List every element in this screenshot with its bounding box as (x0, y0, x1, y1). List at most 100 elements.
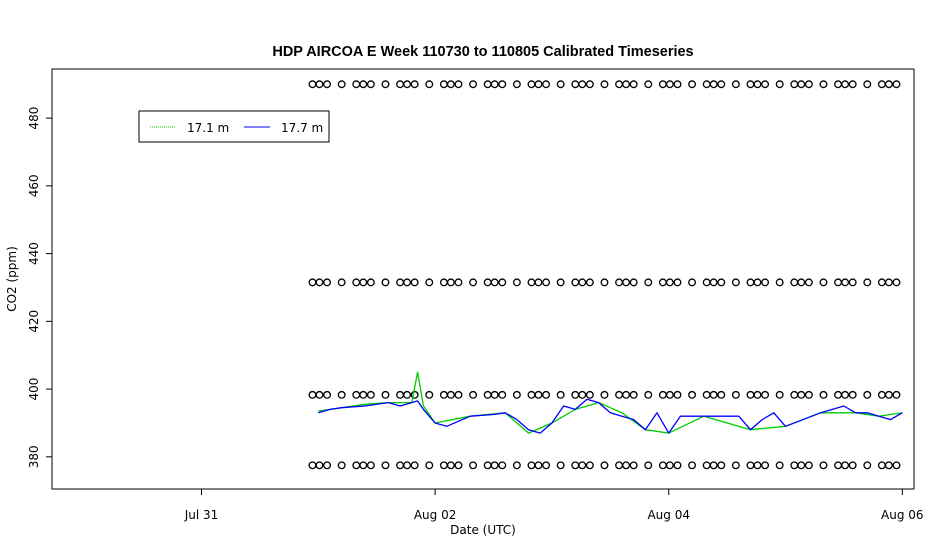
standard-point (454, 390, 463, 399)
standard-point (884, 461, 893, 470)
standard-point (556, 461, 565, 470)
standard-point (359, 278, 368, 287)
standard-point (556, 390, 565, 399)
standard-point (381, 461, 390, 470)
standard-point (644, 278, 653, 287)
standard-point (629, 390, 638, 399)
standard-point (446, 390, 455, 399)
x-tick-label: Jul 31 (184, 508, 219, 522)
standard-point (790, 390, 799, 399)
standard-point (863, 461, 872, 470)
standard-point (615, 461, 624, 470)
standard-point (337, 278, 346, 287)
standard-point (366, 278, 375, 287)
standard-point (534, 80, 543, 89)
standard-point (841, 80, 850, 89)
standard-point (323, 461, 332, 470)
standard-point (534, 278, 543, 287)
standard-point (688, 390, 697, 399)
standard-point (702, 461, 711, 470)
standard-point (775, 80, 784, 89)
standard-point (834, 461, 843, 470)
series-line-17-1-m (318, 371, 903, 434)
standard-point (498, 278, 507, 287)
standard-point (315, 278, 324, 287)
legend: 17.1 m 17.7 m (138, 110, 330, 143)
standard-point (403, 80, 412, 89)
standard-point (381, 390, 390, 399)
standard-point (804, 80, 813, 89)
standard-point (629, 80, 638, 89)
standard-point (359, 80, 368, 89)
standard-point (600, 461, 609, 470)
standard-point (717, 278, 726, 287)
standard-point (600, 278, 609, 287)
x-axis: Jul 31 Aug 02 Aug 04 Aug 06 (184, 489, 924, 522)
standard-point (578, 390, 587, 399)
standard-point (527, 80, 536, 89)
standard-point (308, 390, 317, 399)
standard-point (396, 461, 405, 470)
standard-point (512, 278, 521, 287)
standard-point (753, 461, 762, 470)
standard-point (454, 461, 463, 470)
standard-point (454, 80, 463, 89)
standard-point (804, 390, 813, 399)
standard-point (542, 461, 551, 470)
standard-point (761, 80, 770, 89)
standard-point (775, 278, 784, 287)
standard-point (571, 80, 580, 89)
standard-point (622, 390, 631, 399)
standard-point (527, 278, 536, 287)
standard-point (717, 80, 726, 89)
y-tick-label: 480 (27, 107, 41, 130)
standard-point (483, 461, 492, 470)
standard-point (490, 461, 499, 470)
standard-point (892, 278, 901, 287)
standard-point (571, 461, 580, 470)
standard-point (665, 390, 674, 399)
standard-point (717, 390, 726, 399)
standard-point (746, 390, 755, 399)
standard-point (841, 278, 850, 287)
standard-point (483, 390, 492, 399)
standard-point (315, 80, 324, 89)
standard-point (469, 390, 478, 399)
standard-point (804, 278, 813, 287)
standard-point (848, 461, 857, 470)
standard-point (366, 390, 375, 399)
standard-point (571, 278, 580, 287)
standard-point (352, 278, 361, 287)
standard-point (834, 278, 843, 287)
standard-point (622, 278, 631, 287)
standard-point (446, 461, 455, 470)
standard-point (542, 278, 551, 287)
standard-point (615, 80, 624, 89)
standard-point (877, 390, 886, 399)
standard-point (819, 278, 828, 287)
standard-point (709, 278, 718, 287)
standard-point (746, 80, 755, 89)
standard-point (469, 278, 478, 287)
standard-point (753, 390, 762, 399)
standard-point (366, 461, 375, 470)
y-tick-label: 460 (27, 174, 41, 197)
standard-point (490, 80, 499, 89)
standard-point (804, 461, 813, 470)
standard-point (819, 390, 828, 399)
standard-point (352, 390, 361, 399)
legend-label-17-1m: 17.1 m (187, 121, 229, 135)
standard-point (308, 461, 317, 470)
standard-point (315, 461, 324, 470)
standard-point (673, 390, 682, 399)
legend-label-17-7m: 17.7 m (281, 121, 323, 135)
standard-point (600, 390, 609, 399)
standard-point (702, 80, 711, 89)
standard-point (337, 390, 346, 399)
standard-point (629, 278, 638, 287)
series-lines (318, 371, 903, 434)
standard-point (578, 461, 587, 470)
standard-point (337, 80, 346, 89)
standard-point (352, 80, 361, 89)
